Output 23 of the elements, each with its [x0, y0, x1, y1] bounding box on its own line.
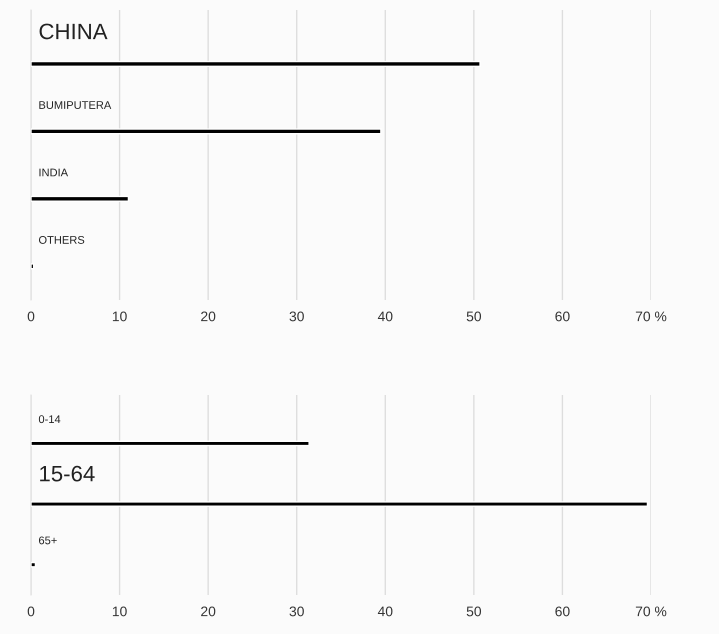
category-label: OTHERS	[38, 236, 84, 244]
category-label: BUMIPUTERA	[39, 101, 112, 109]
x-tick-label: 10	[112, 311, 127, 322]
y-tick-label: 0-14	[38, 415, 60, 424]
y-tick-label: 65+	[39, 536, 57, 544]
x-tick-label: 70 %	[636, 606, 666, 616]
x-tick-label: 40	[378, 606, 392, 616]
category-label: CHINA	[40, 24, 108, 40]
x-tick-label: 20	[201, 606, 216, 616]
x-tick-label: 40	[378, 311, 392, 322]
x-tick-label: 30	[290, 606, 304, 616]
category-label: INDIA	[39, 168, 68, 176]
x-tick-label: 60	[555, 311, 570, 322]
x-tick-label: 60	[555, 606, 570, 616]
x-tick-label: 0	[28, 606, 34, 616]
x-tick-label: 70 %	[636, 311, 666, 322]
x-tick-label: 10	[112, 606, 127, 616]
x-tick-label: 30	[290, 311, 304, 322]
x-tick-label: 50	[466, 311, 482, 322]
x-tick-label: 20	[201, 311, 216, 322]
x-tick-label: 50	[466, 606, 482, 616]
x-tick-label: 0	[28, 311, 34, 322]
y-tick-label: 15-64	[40, 466, 95, 482]
